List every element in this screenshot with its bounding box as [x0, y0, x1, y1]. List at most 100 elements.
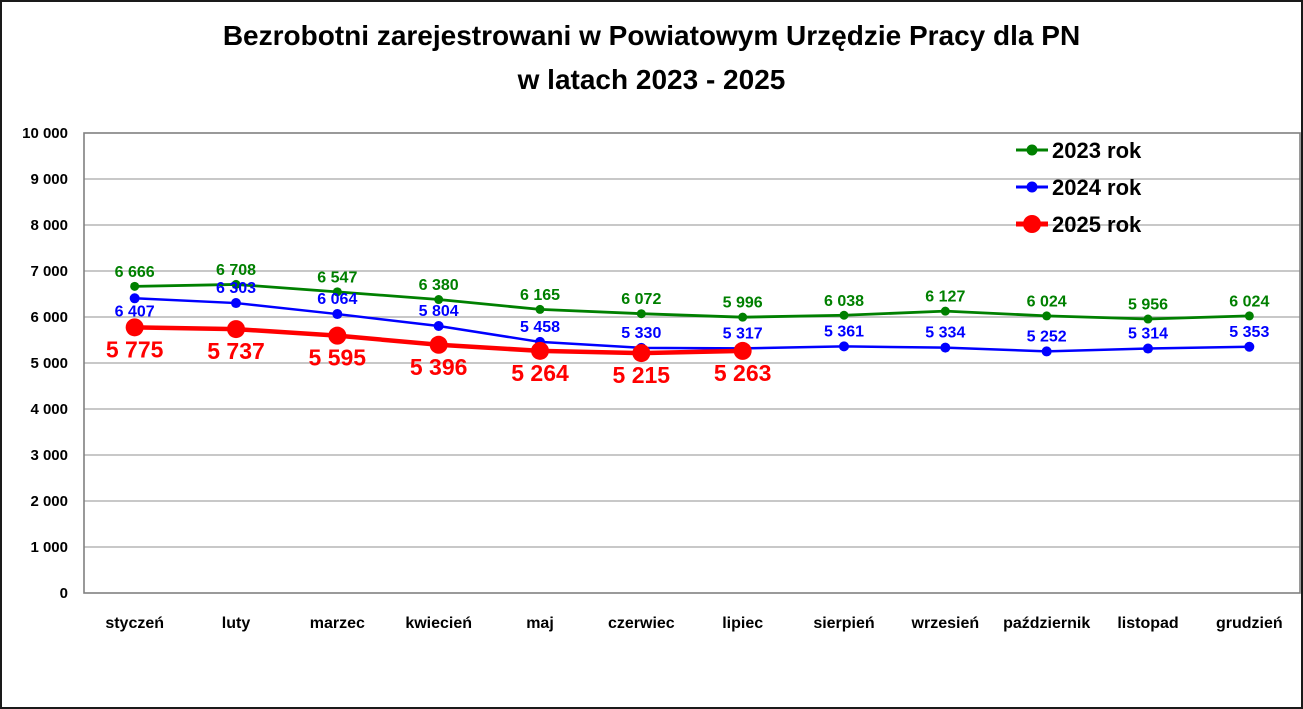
data-point-marker — [531, 341, 549, 360]
data-value-label: 5 252 — [1027, 328, 1067, 345]
y-tick-label: 0 — [60, 585, 68, 602]
y-tick-label: 5 000 — [30, 355, 68, 372]
y-tick-label: 2 000 — [30, 493, 68, 510]
data-value-label: 5 215 — [613, 362, 671, 388]
data-point-marker — [940, 342, 951, 353]
data-value-label: 6 666 — [115, 264, 155, 281]
x-tick-label: listopad — [1117, 615, 1178, 632]
series-line — [133, 283, 1251, 321]
data-point-marker — [1244, 341, 1255, 352]
data-point-marker — [130, 281, 140, 291]
x-tick-label: luty — [222, 615, 251, 632]
data-point-marker — [332, 287, 342, 297]
y-tick-label: 3 000 — [30, 447, 68, 464]
data-value-label: 5 804 — [419, 303, 459, 320]
legend-dot-marker — [1026, 181, 1038, 193]
x-tick-label: marzec — [310, 615, 365, 632]
plot-frame — [83, 132, 1301, 594]
x-tick-label: czerwiec — [608, 615, 675, 632]
data-point-marker — [129, 293, 140, 304]
x-tick-label: październik — [1003, 615, 1090, 632]
data-value-label: 5 737 — [207, 338, 265, 364]
data-value-label: 5 396 — [410, 354, 468, 380]
series-2024-rok: 6 407 6 303 6 064 5 804 5 458 5 330 5 317 5 361… — [115, 280, 1269, 357]
chart-title-line1: Bezrobotni zarejestrowani w Powiatowym U… — [222, 20, 1081, 51]
data-point-marker — [328, 326, 347, 345]
y-tick-label: 8 000 — [30, 217, 68, 234]
data-value-label: 5 314 — [1128, 326, 1168, 343]
data-point-marker — [1041, 346, 1052, 357]
data-point-marker — [1042, 311, 1052, 321]
legend-dot-marker — [1026, 144, 1038, 156]
data-value-label: 6 127 — [925, 289, 965, 306]
legend-dot-marker — [1023, 215, 1041, 233]
data-value-label: 5 996 — [723, 295, 763, 312]
legend-item: 2024 rok — [1016, 175, 1142, 200]
x-tick-label: styczeń — [105, 615, 164, 632]
data-point-marker — [429, 335, 448, 354]
data-value-label: 6 407 — [115, 303, 155, 320]
data-point-marker — [227, 320, 245, 339]
data-value-label: 5 458 — [520, 319, 560, 336]
data-value-label: 5 334 — [925, 325, 965, 342]
data-value-label: 5 595 — [309, 345, 367, 371]
data-point-marker — [1143, 314, 1153, 324]
data-point-marker — [839, 310, 849, 320]
y-tick-label: 1 000 — [30, 539, 68, 556]
data-value-label: 6 024 — [1229, 293, 1269, 310]
data-point-marker — [940, 306, 950, 316]
y-tick-label: 10 000 — [22, 125, 68, 142]
data-value-label: 6 064 — [317, 291, 357, 308]
x-tick-label: grudzień — [1216, 615, 1283, 632]
x-tick-label: wrzesień — [911, 615, 980, 632]
data-value-label: 5 317 — [723, 325, 763, 342]
y-tick-label: 4 000 — [30, 401, 68, 418]
data-value-label: 5 775 — [106, 336, 164, 362]
chart-title: Bezrobotni zarejestrowani w Powiatowym U… — [2, 14, 1301, 102]
data-value-label: 5 263 — [714, 360, 772, 386]
legend-label: 2024 rok — [1052, 175, 1142, 200]
data-value-label: 6 303 — [216, 280, 256, 297]
legend: 2023 rok 2024 rok 2025 rok — [1016, 138, 1142, 237]
x-tick-label: maj — [526, 615, 554, 632]
x-tick-label: sierpień — [813, 615, 874, 632]
chart-title-line2: w latach 2023 - 2025 — [517, 64, 786, 95]
data-value-label: 6 547 — [317, 269, 357, 286]
x-tick-label: lipiec — [722, 615, 763, 632]
x-tick-label: kwiecień — [405, 615, 472, 632]
data-point-marker — [632, 344, 651, 363]
legend-label: 2023 rok — [1052, 138, 1142, 163]
y-tick-label: 7 000 — [30, 263, 68, 280]
data-point-marker — [434, 295, 444, 305]
data-value-label: 6 024 — [1027, 293, 1067, 310]
data-point-marker — [733, 341, 752, 360]
data-value-label: 5 956 — [1128, 297, 1168, 314]
data-value-label: 5 353 — [1229, 324, 1269, 341]
data-value-label: 6 038 — [824, 293, 864, 310]
data-point-marker — [738, 312, 748, 322]
data-point-marker — [535, 304, 545, 314]
legend-item: 2025 rok — [1016, 212, 1142, 237]
data-value-label: 6 708 — [216, 262, 256, 279]
data-value-label: 6 072 — [621, 291, 661, 308]
data-point-marker — [433, 321, 444, 332]
data-point-marker — [839, 341, 849, 352]
data-value-label: 5 361 — [824, 323, 864, 340]
data-point-marker — [332, 309, 343, 320]
data-point-marker — [1244, 311, 1254, 321]
legend-label: 2025 rok — [1052, 212, 1142, 237]
data-point-marker — [231, 298, 241, 309]
data-point-marker — [636, 309, 646, 319]
data-value-label: 5 264 — [511, 360, 569, 386]
series-line — [133, 297, 1251, 353]
y-tick-label: 9 000 — [30, 171, 68, 188]
series-2025-rok: 5 775 5 737 5 595 5 396 5 264 5 215 5 263 — [106, 318, 772, 388]
data-point-marker — [125, 318, 144, 337]
data-value-label: 6 165 — [520, 287, 560, 304]
y-tick-label: 6 000 — [30, 309, 68, 326]
data-point-marker — [231, 279, 241, 289]
series-2023-rok: 6 666 6 708 6 547 6 380 6 165 6 072 5 996 6 038… — [115, 262, 1269, 324]
data-value-label: 5 330 — [621, 325, 661, 342]
